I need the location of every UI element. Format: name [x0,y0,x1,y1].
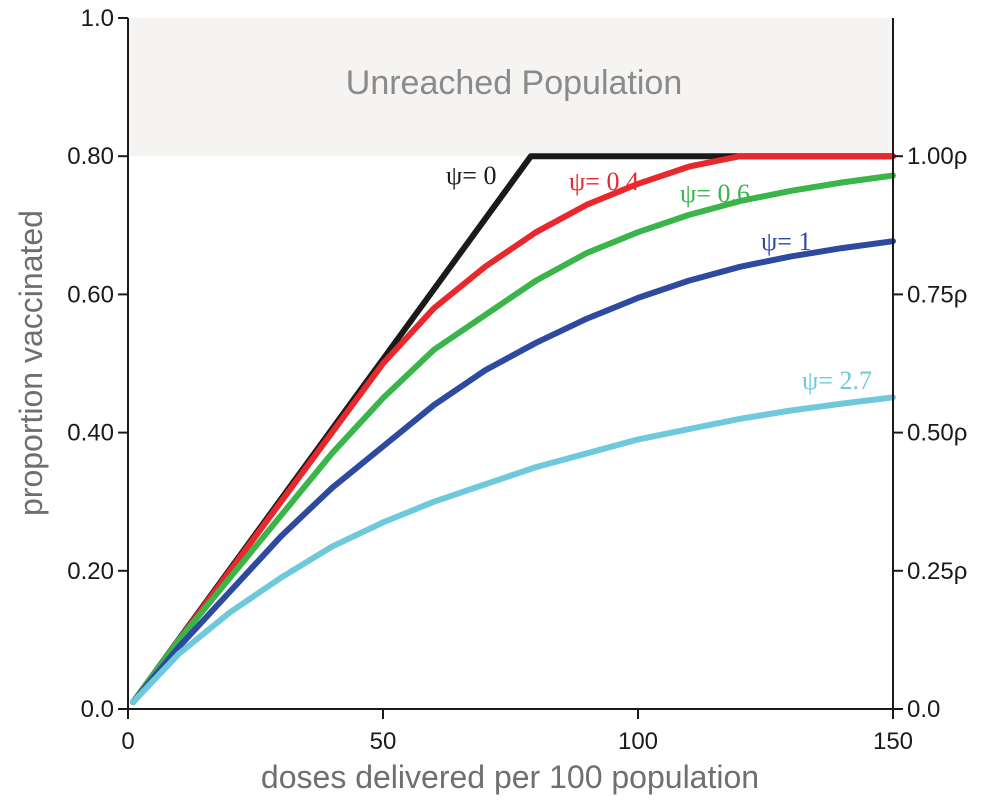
y-tick-label: 0.40 [67,420,114,447]
series-line-1 [130,153,896,706]
series-label-0: ψ= 0 [446,161,496,190]
axes-layer: 0.0 0.20 0.40 0.60 0.80 1.0 0.0 0.25ρ 0.50ρ 0.75ρ… [67,5,967,755]
y2-tick-label: 0.0 [907,696,940,723]
y2-tick-label: 0.50ρ [907,420,967,447]
series-line-4 [130,394,896,706]
y2-tick-label: 0.25ρ [907,558,967,585]
series-label-2: ψ= 0.6 [680,179,750,208]
unreached-band-layer [129,18,892,157]
labels-layer: Unreached Population ψ= 0 ψ= 0.4 ψ= 0.6 ψ= 1… [13,64,872,795]
y2-tick-label: 0.75ρ [907,281,967,308]
y-tick-label: 0.0 [81,696,114,723]
unreached-population-label: Unreached Population [346,64,682,102]
series-label-1: ψ= 0.4 [569,167,639,196]
y-tick-label: 0.80 [67,143,114,170]
series-line-3 [130,238,896,706]
series-line-2 [130,172,896,706]
x-tick-label: 0 [121,728,134,755]
series-layer [130,153,896,706]
y-tick-label: 0.20 [67,558,114,585]
y-axis-title: proportion vaccinated [13,210,49,516]
x-tick-label: 100 [618,728,658,755]
y-tick-label: 1.0 [81,5,114,32]
x-tick-label: 50 [370,728,397,755]
series-label-3: ψ= 1 [761,227,811,256]
series-label-4: ψ= 2.7 [802,366,872,395]
x-tick-label: 150 [873,728,913,755]
y-tick-label: 0.60 [67,281,114,308]
unreached-population-region [129,18,892,157]
x-axis-title: doses delivered per 100 population [261,759,759,795]
y2-tick-label: 1.00ρ [907,143,967,170]
